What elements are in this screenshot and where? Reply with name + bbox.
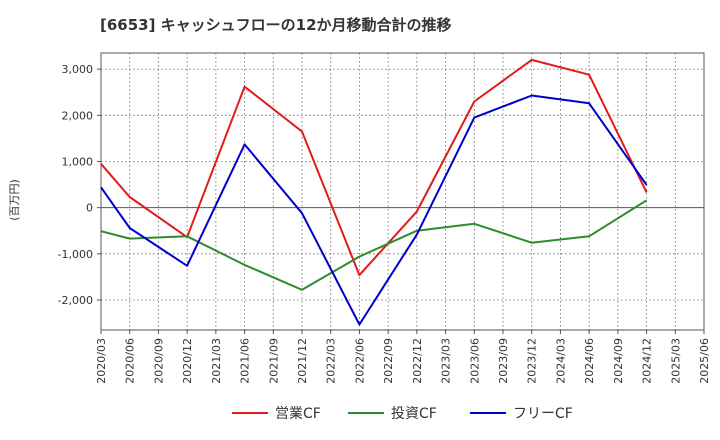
x-tick-label: 2024/12 [641,338,654,384]
x-tick-label: 2023/12 [526,338,539,384]
y-tick-label: -2,000 [58,294,93,307]
series [100,58,648,326]
y-tick-label: 3,000 [62,63,94,76]
series-line [100,58,648,277]
x-tick-label: 2023/03 [440,338,453,384]
series-line [100,94,648,326]
legend-label: 営業CF [275,406,321,422]
legend: 営業CF 投資CF フリーCF [232,406,573,422]
x-tick-label: 2020/12 [181,338,194,384]
legend-label: フリーCF [513,406,573,422]
grid [100,53,705,330]
series-line [100,199,648,291]
legend-label: 投資CF [391,406,437,422]
x-tick-label: 2024/06 [583,338,596,384]
x-tick-label: 2021/12 [296,338,309,384]
x-tick-label: 2024/03 [554,338,567,384]
x-tick-label: 2021/09 [267,338,280,384]
x-tick-label: 2022/03 [325,338,338,384]
y-tick-label: 2,000 [62,109,94,122]
y-tick-label: 1,000 [62,155,94,168]
x-tick-label: 2022/12 [411,338,424,384]
y-axis-label: (百万円) [8,179,21,221]
y-tick-label: -1,000 [58,248,93,261]
x-tick-label: 2024/09 [612,338,625,384]
x-tick-label: 2022/06 [353,338,366,384]
x-tick-label: 2023/09 [497,338,510,384]
x-tick-label: 2022/09 [382,338,395,384]
chart-title: [6653] キャッシュフローの12か月移動合計の推移 [100,16,452,34]
x-tick-label: 2021/06 [239,338,252,384]
axes: 2020/03 2020/06 2020/09 2020/12 2021/03 2021/… [58,63,711,384]
x-tick-label: 2020/03 [95,338,108,384]
y-tick-label: 0 [86,202,93,215]
x-tick-label: 2025/06 [698,338,711,384]
x-tick-label: 2020/06 [124,338,137,384]
x-tick-label: 2025/03 [669,338,682,384]
x-tick-label: 2021/03 [210,338,223,384]
plot-area [100,52,705,331]
x-tick-label: 2023/06 [468,338,481,384]
x-tick-label: 2020/09 [152,338,165,384]
